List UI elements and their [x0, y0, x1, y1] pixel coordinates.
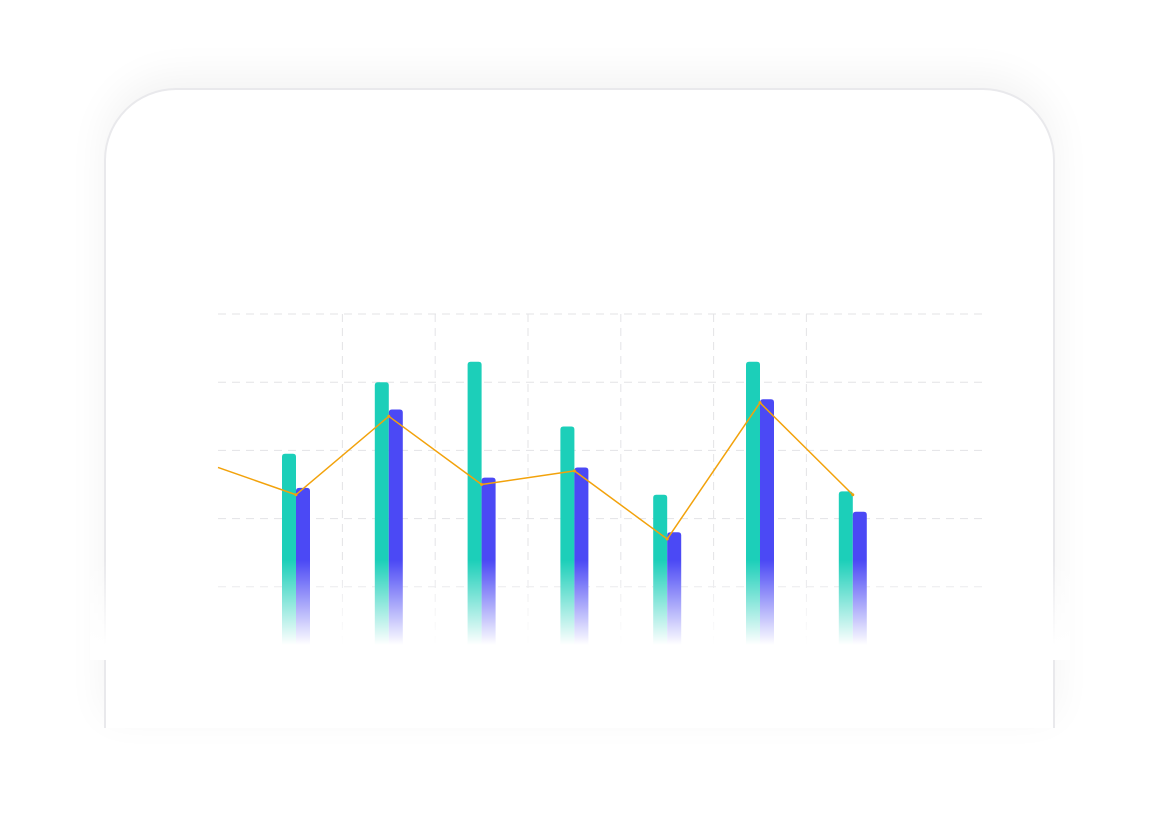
line-point	[758, 401, 762, 405]
line-point	[480, 483, 484, 486]
line-series	[217, 401, 855, 541]
line-point	[665, 537, 669, 541]
line-point	[851, 493, 855, 497]
line-point	[387, 414, 391, 418]
line-point	[572, 469, 576, 473]
line-point	[294, 493, 298, 497]
card-bottom-fade	[90, 560, 1070, 660]
line-path	[217, 401, 854, 540]
